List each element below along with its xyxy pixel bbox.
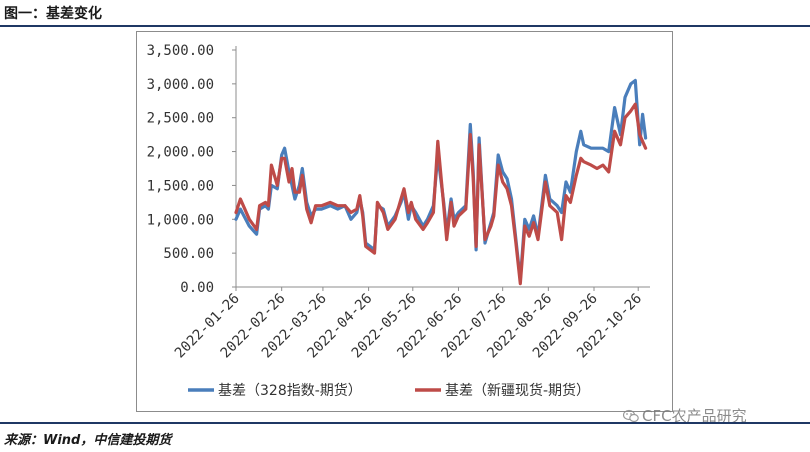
y-tick-label: 3,000.00 — [147, 77, 214, 93]
legend-label-2: 基差（新疆现货-期货） — [445, 382, 590, 399]
wechat-icon — [623, 409, 639, 422]
y-tick-label: 0.00 — [180, 280, 214, 296]
top-divider — [0, 25, 810, 27]
y-tick-label: 500.00 — [163, 246, 214, 262]
x-axis: 2022-01-262022-02-262022-03-262022-04-26… — [172, 286, 650, 361]
y-axis: 0.00 500.00 1,000.00 1,500.00 2,000.00 2,500.… — [147, 43, 237, 296]
series-lines — [234, 78, 648, 286]
y-tick-label: 3,500.00 — [147, 43, 214, 59]
legend-label-1: 基差（328指数-期货） — [218, 382, 362, 399]
figure-title: 图一：基差变化 — [4, 6, 102, 22]
y-tick-label: 2,500.00 — [147, 111, 214, 127]
y-tick-label: 1,500.00 — [147, 178, 214, 194]
series-line-2 — [234, 102, 648, 286]
y-tick-label: 2,000.00 — [147, 145, 214, 161]
bottom-divider — [0, 422, 810, 424]
watermark-text: CFC农产品研究 — [642, 407, 747, 425]
source-note: 来源：Wind，中信建投期货 — [4, 433, 172, 448]
chart-frame — [136, 31, 673, 412]
watermark: CFC农产品研究 — [623, 405, 747, 426]
y-tick-label: 1,000.00 — [147, 212, 214, 228]
chart-legend: 基差（328指数-期货） 基差（新疆现货-期货） — [188, 382, 590, 399]
